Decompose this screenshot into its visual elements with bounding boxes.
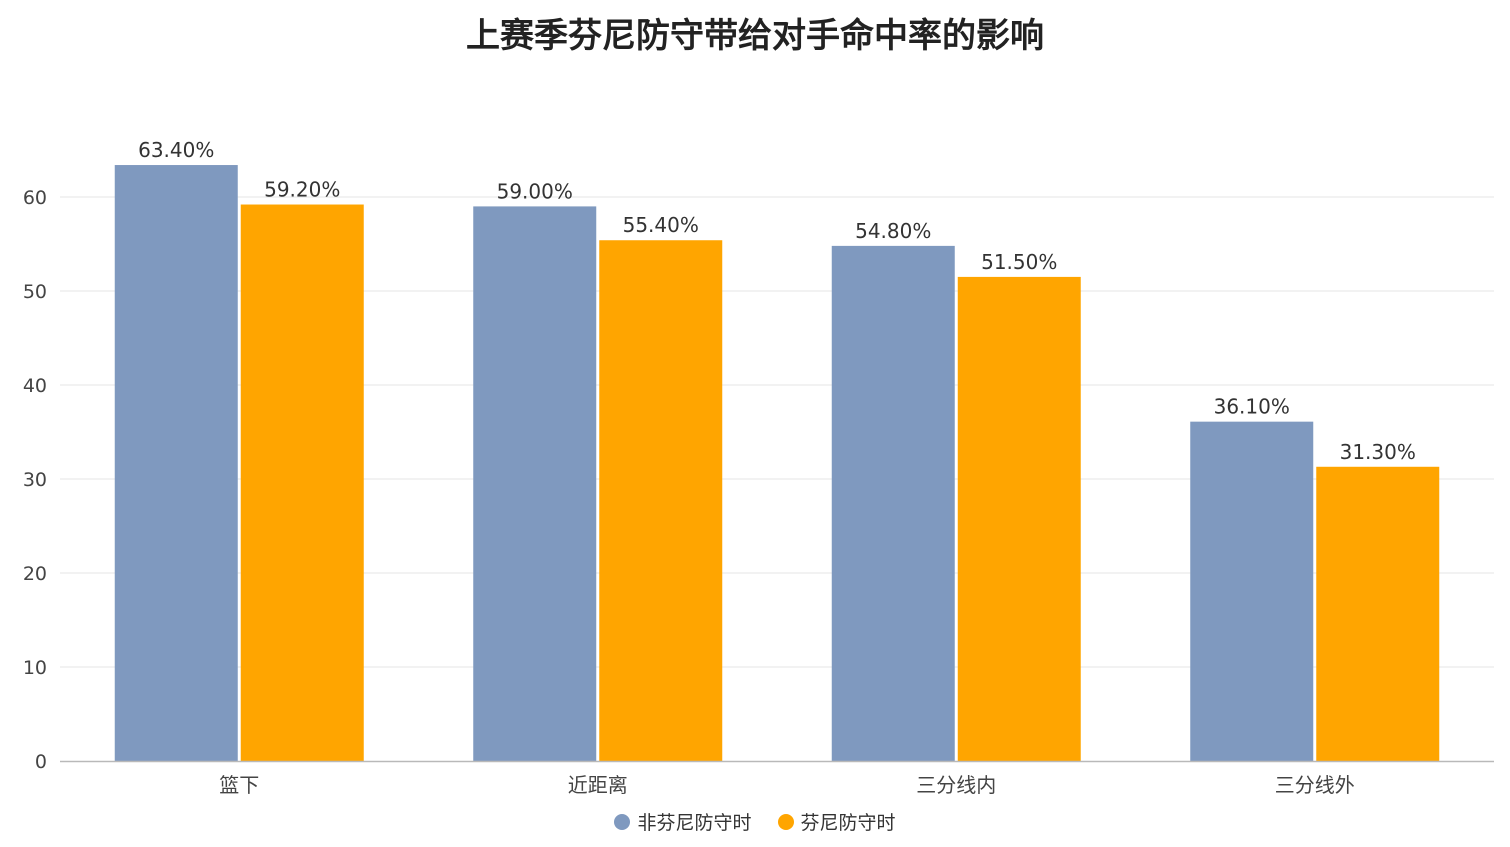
x-tick-label: 三分线内 (916, 773, 996, 797)
legend-marker-series-2 (777, 813, 794, 830)
data-label: 31.30% (1340, 440, 1416, 464)
data-label: 36.10% (1214, 395, 1290, 419)
bar-series-2-2[interactable] (957, 276, 1081, 761)
bar-series-2-1[interactable] (599, 240, 723, 762)
data-label: 59.20% (264, 178, 340, 202)
y-tick-label: 60 (23, 187, 47, 209)
x-tick-label: 篮下 (219, 773, 259, 797)
bar-series-1-2[interactable] (831, 245, 955, 761)
chart-title: 上赛季芬尼防守带给对手命中率的影响 (466, 16, 1044, 56)
legend-item-series-2[interactable]: 芬尼防守时 (777, 808, 896, 835)
legend-marker-series-1 (614, 813, 631, 830)
bar-series-1-0[interactable] (114, 165, 238, 762)
data-label: 54.80% (855, 219, 931, 243)
legend-item-series-1[interactable]: 非芬尼防守时 (614, 808, 752, 835)
y-tick-label: 50 (23, 281, 47, 303)
y-tick-label: 0 (35, 751, 47, 773)
legend-label-series-1: 非芬尼防守时 (637, 812, 752, 834)
data-labels: 63.40% 59.20% 59.00% 55.40% 54.80% 51.50% 36.1… (138, 138, 1416, 464)
x-tick-label: 三分线外 (1275, 773, 1355, 797)
bar-series-2-3[interactable] (1316, 466, 1440, 761)
data-label: 51.50% (981, 250, 1057, 274)
data-label: 55.40% (623, 213, 699, 237)
legend: 非芬尼防守时 芬尼防守时 (0, 808, 1510, 835)
x-tick-label: 近距离 (568, 773, 628, 797)
y-tick-label: 10 (23, 657, 47, 679)
bar-series-1-3[interactable] (1190, 421, 1314, 761)
data-label: 63.40% (138, 138, 214, 162)
bar-series-2-0[interactable] (240, 204, 364, 761)
y-axis-ticks: 0 10 20 30 40 50 60 (23, 187, 47, 773)
y-tick-label: 20 (23, 563, 47, 585)
bar-series-1-1[interactable] (473, 206, 597, 761)
x-axis-ticks: 篮下 近距离 三分线内 三分线外 (219, 773, 1355, 797)
y-tick-label: 30 (23, 469, 47, 491)
bars (114, 165, 1440, 762)
y-tick-label: 40 (23, 375, 47, 397)
data-label: 59.00% (497, 179, 573, 203)
legend-label-series-2: 芬尼防守时 (800, 812, 896, 834)
